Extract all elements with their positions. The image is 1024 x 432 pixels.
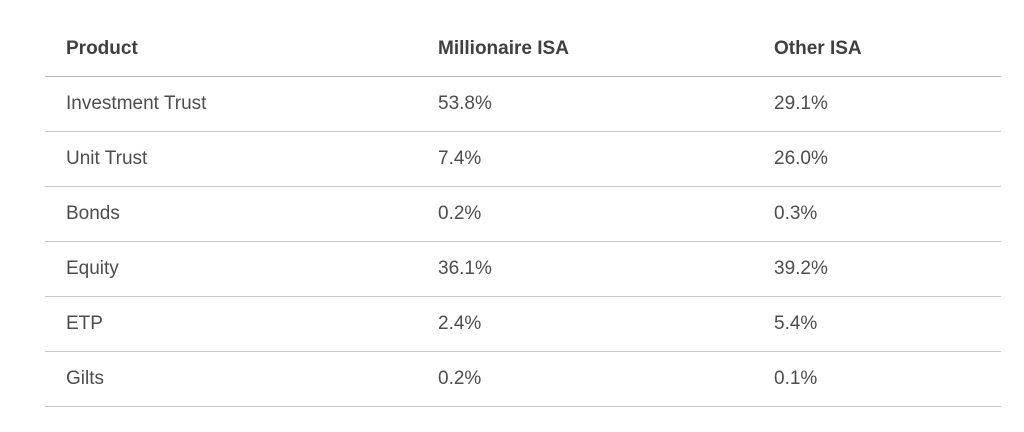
header-product: Product <box>66 37 138 59</box>
table-row: Bonds 0.2% 0.3% <box>45 187 1001 242</box>
table-header-row: Product Millionaire ISA Other ISA <box>45 21 1001 77</box>
millionaire-isa-value: 53.8% <box>438 93 492 114</box>
other-isa-value: 5.4% <box>774 313 818 334</box>
millionaire-isa-value: 0.2% <box>438 368 482 389</box>
table-row: ETP 2.4% 5.4% <box>45 297 1001 352</box>
product-name: Bonds <box>66 203 120 224</box>
other-isa-value: 39.2% <box>774 258 828 279</box>
table-row: Equity 36.1% 39.2% <box>45 242 1001 297</box>
table-row: Gilts 0.2% 0.1% <box>45 352 1001 407</box>
product-name: Investment Trust <box>66 93 207 114</box>
product-name: ETP <box>66 313 103 334</box>
other-isa-value: 26.0% <box>774 148 828 169</box>
millionaire-isa-value: 2.4% <box>438 313 482 334</box>
product-name: Unit Trust <box>66 148 148 169</box>
product-comparison-table: Product Millionaire ISA Other ISA Invest… <box>45 21 1001 407</box>
header-millionaire-isa: Millionaire ISA <box>438 37 569 59</box>
millionaire-isa-value: 36.1% <box>438 258 492 279</box>
table-row: Unit Trust 7.4% 26.0% <box>45 132 1001 187</box>
table-row: Investment Trust 53.8% 29.1% <box>45 77 1001 132</box>
other-isa-value: 0.1% <box>774 368 818 389</box>
product-name: Equity <box>66 258 119 279</box>
product-name: Gilts <box>66 368 104 389</box>
other-isa-value: 29.1% <box>774 93 828 114</box>
millionaire-isa-value: 7.4% <box>438 148 482 169</box>
other-isa-value: 0.3% <box>774 203 818 224</box>
header-other-isa: Other ISA <box>774 37 862 59</box>
millionaire-isa-value: 0.2% <box>438 203 482 224</box>
